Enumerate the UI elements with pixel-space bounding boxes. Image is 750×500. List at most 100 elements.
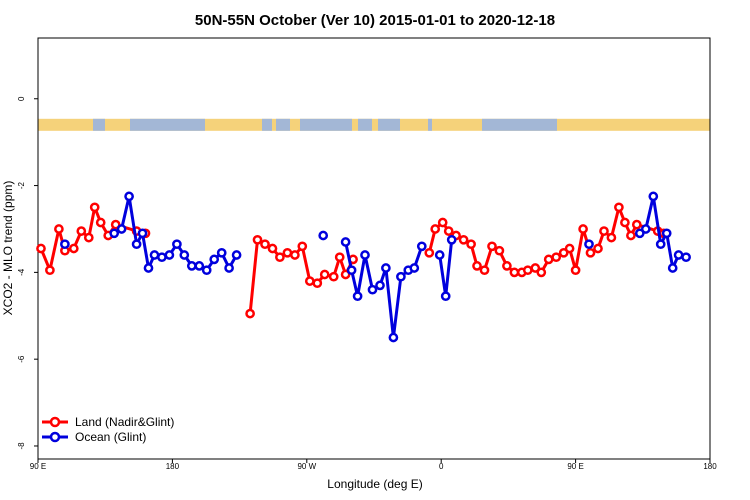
ocean-point (340, 237, 351, 247)
land-point (110, 219, 121, 230)
land-point (89, 202, 100, 213)
land-point (479, 265, 490, 276)
legend-land-marker (49, 416, 61, 428)
land-point (290, 250, 300, 260)
land-point (319, 269, 330, 280)
y-tick-label: 0 (17, 96, 26, 101)
land-point (472, 261, 482, 271)
land-point (522, 265, 533, 276)
ocean-point (673, 250, 684, 260)
land-point (54, 224, 64, 234)
land-point (606, 232, 617, 243)
land-point (509, 267, 520, 278)
series-ocean (60, 191, 691, 343)
ocean-point (231, 250, 242, 260)
ocean-point (661, 228, 672, 239)
ocean-point (116, 224, 127, 234)
land-point (578, 224, 588, 234)
ocean-point (224, 263, 234, 273)
strip-ocean-segment (93, 118, 105, 131)
strip-ocean-segment (358, 118, 372, 131)
strip-ocean-segment (428, 118, 432, 131)
ocean-point (352, 291, 363, 302)
ocean-point (109, 228, 120, 239)
ocean-point (388, 332, 399, 343)
y-axis-label: XCO2 - MLO trend (ppm) (1, 181, 15, 316)
ocean-point (648, 191, 659, 202)
strip-ocean-segment (262, 118, 272, 131)
x-tick-label: 90 E (30, 462, 46, 471)
legend: Land (Nadir&Glint) Ocean (Glint) (42, 415, 174, 444)
land-point (599, 226, 609, 236)
land-point (530, 263, 541, 273)
ocean-point (416, 241, 427, 252)
ocean-point (396, 271, 406, 282)
land-point (334, 252, 345, 263)
land-point (45, 265, 55, 276)
ocean-point (446, 234, 457, 245)
ocean-point (209, 254, 220, 265)
y-tick-label: -8 (17, 442, 26, 450)
x-tick-label: 90 E (567, 462, 583, 471)
land-point (83, 232, 94, 243)
ocean-point (137, 228, 148, 239)
land-point (551, 252, 562, 263)
land-point (36, 243, 46, 254)
ocean-point (149, 250, 160, 260)
land-point (570, 265, 581, 276)
x-tick-label: 180 (703, 462, 717, 471)
ocean-line (438, 239, 454, 298)
legend-ocean-marker (49, 431, 61, 443)
ocean-point (172, 239, 182, 250)
ocean-point (346, 265, 357, 276)
ocean-point (186, 261, 197, 271)
land-point (340, 269, 351, 280)
ocean-point (164, 250, 175, 260)
y-axis: 0 -2 -4 -6 -8 (17, 96, 38, 450)
land-point (564, 243, 575, 254)
ocean-point (440, 291, 451, 302)
land-point (312, 278, 323, 289)
ocean-point (409, 263, 420, 273)
strip-ocean-segment (482, 118, 557, 131)
ocean-point (681, 252, 691, 263)
land-point (494, 245, 505, 256)
land-point (466, 239, 476, 250)
land-point (585, 247, 596, 258)
ocean-point (584, 239, 594, 250)
land-point (260, 239, 270, 250)
land-point (297, 241, 308, 252)
legend-ocean-label: Ocean (Glint) (75, 430, 146, 444)
ocean-point (655, 239, 666, 250)
land-point (95, 217, 106, 228)
land-point (631, 219, 642, 230)
ocean-point (360, 250, 370, 260)
ocean-point (667, 263, 678, 273)
land-point (536, 267, 547, 278)
ocean-point (318, 230, 329, 241)
land-point (252, 234, 263, 245)
land-point (275, 252, 285, 263)
land-ocean-strip (38, 118, 710, 131)
land-point (458, 234, 469, 245)
ocean-point (640, 224, 651, 234)
ocean-point (201, 265, 212, 276)
y-tick-label: -2 (17, 181, 26, 189)
land-point (328, 271, 339, 282)
land-point (502, 261, 512, 271)
land-point (245, 308, 255, 319)
land-point (626, 230, 636, 241)
ocean-line (344, 241, 424, 339)
ocean-point (143, 263, 154, 273)
series-land (36, 202, 669, 319)
y-tick-label: -4 (17, 268, 26, 276)
strip-ocean-segment (276, 118, 290, 131)
land-point (620, 217, 630, 228)
x-tick-label: 180 (166, 462, 180, 471)
land-point (430, 224, 441, 234)
y-tick-label: -6 (17, 355, 26, 363)
ocean-point (157, 252, 167, 263)
strip-ocean-segment (300, 118, 352, 131)
land-point (267, 243, 278, 254)
